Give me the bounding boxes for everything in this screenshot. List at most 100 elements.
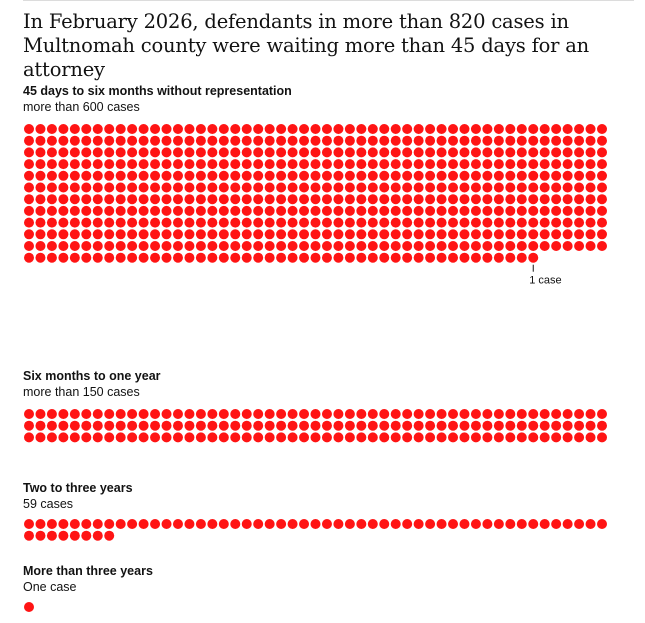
case-dot — [551, 409, 562, 419]
case-dot — [333, 194, 344, 205]
case-dot — [482, 170, 493, 181]
case-dot — [150, 205, 161, 216]
case-dot — [390, 420, 401, 431]
case-dot — [539, 420, 550, 431]
case-dot — [356, 409, 367, 419]
case-dot — [356, 519, 367, 529]
case-dot — [115, 217, 126, 228]
case-dot — [172, 182, 183, 193]
case-dot — [344, 170, 355, 181]
case-dot — [253, 432, 264, 443]
case-dot — [597, 147, 607, 158]
case-dot — [35, 409, 46, 419]
case-dot — [218, 519, 229, 529]
case-dot — [230, 182, 241, 193]
case-dot — [161, 124, 172, 134]
case-dot — [413, 159, 424, 170]
case-dot — [516, 147, 527, 158]
case-dot — [299, 519, 310, 529]
case-dot — [551, 170, 562, 181]
case-dot — [104, 170, 115, 181]
case-dot — [585, 159, 596, 170]
case-dot — [390, 147, 401, 158]
case-dot — [448, 170, 459, 181]
case-dot — [218, 170, 229, 181]
case-dot — [207, 252, 218, 263]
case-dot — [253, 147, 264, 158]
case-dot — [379, 409, 390, 419]
case-dot — [402, 241, 413, 251]
case-dot — [448, 135, 459, 146]
case-dot — [344, 519, 355, 529]
case-dot — [425, 432, 436, 443]
case-dot — [551, 159, 562, 170]
case-dot — [585, 124, 596, 134]
case-dot — [104, 252, 115, 263]
case-dot — [448, 217, 459, 228]
case-dot — [92, 530, 103, 541]
case-dot — [482, 135, 493, 146]
case-dot — [597, 124, 607, 134]
case-dot — [505, 420, 516, 431]
case-dot — [425, 420, 436, 431]
case-dot — [253, 217, 264, 228]
case-dot — [104, 124, 115, 134]
case-dot — [184, 170, 195, 181]
case-dot — [379, 124, 390, 134]
case-dot — [528, 147, 539, 158]
case-dot — [367, 170, 378, 181]
case-dot — [413, 205, 424, 216]
case-dot — [390, 432, 401, 443]
case-dot — [482, 432, 493, 443]
case-dot — [459, 252, 470, 263]
case-dot — [505, 194, 516, 205]
case-dot — [81, 194, 92, 205]
case-dot — [516, 205, 527, 216]
case-dot — [562, 124, 573, 134]
case-dot — [184, 409, 195, 419]
case-dot — [413, 147, 424, 158]
case-dot — [551, 217, 562, 228]
case-dot — [104, 420, 115, 431]
case-dot — [413, 217, 424, 228]
case-dot — [574, 409, 585, 419]
case-dot — [184, 432, 195, 443]
case-dot — [195, 217, 206, 228]
case-dot — [230, 170, 241, 181]
case-dot — [379, 229, 390, 240]
case-dot — [264, 241, 275, 251]
case-dot — [310, 409, 321, 419]
case-dot — [321, 519, 332, 529]
case-dot — [448, 159, 459, 170]
case-dot — [516, 194, 527, 205]
case-dot — [92, 159, 103, 170]
case-dot — [172, 217, 183, 228]
case-dot — [562, 229, 573, 240]
case-dot — [46, 217, 57, 228]
case-dot — [333, 241, 344, 251]
case-dot — [172, 194, 183, 205]
case-dot — [516, 432, 527, 443]
case-dot — [69, 194, 80, 205]
case-dot — [493, 205, 504, 216]
case-dot — [333, 519, 344, 529]
case-dot — [299, 124, 310, 134]
case-dot — [402, 205, 413, 216]
case-dot — [241, 182, 252, 193]
case-dot — [161, 182, 172, 193]
case-dot — [448, 229, 459, 240]
case-dot — [207, 241, 218, 251]
case-dot — [402, 409, 413, 419]
case-dot — [436, 252, 447, 263]
case-dot — [356, 229, 367, 240]
case-dot — [172, 205, 183, 216]
case-dot — [390, 182, 401, 193]
case-dot — [505, 205, 516, 216]
case-dot — [241, 170, 252, 181]
case-dot — [127, 194, 138, 205]
case-dot — [516, 241, 527, 251]
case-dot — [24, 124, 34, 134]
case-dot — [58, 409, 69, 419]
case-dot — [115, 519, 126, 529]
case-dot — [539, 229, 550, 240]
